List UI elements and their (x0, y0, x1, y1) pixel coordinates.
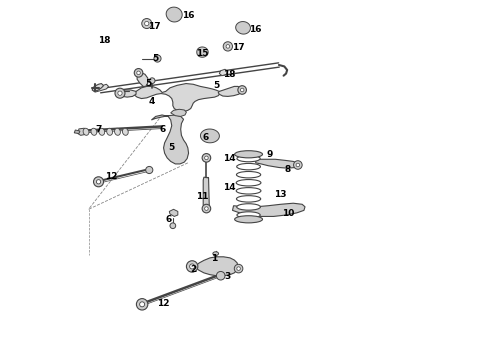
Text: 11: 11 (196, 192, 208, 201)
Polygon shape (200, 129, 220, 143)
Text: 7: 7 (96, 126, 102, 135)
Ellipse shape (237, 156, 260, 162)
Circle shape (170, 223, 176, 229)
Ellipse shape (237, 196, 261, 202)
Polygon shape (134, 84, 220, 111)
Text: 17: 17 (147, 22, 160, 31)
Circle shape (136, 298, 148, 310)
Text: 6: 6 (165, 215, 172, 224)
Text: 18: 18 (222, 70, 235, 79)
Circle shape (223, 42, 232, 51)
Polygon shape (151, 115, 189, 164)
Ellipse shape (236, 188, 261, 194)
Ellipse shape (235, 216, 263, 223)
Circle shape (226, 45, 230, 48)
Polygon shape (121, 90, 136, 97)
Circle shape (202, 204, 211, 213)
Ellipse shape (107, 128, 113, 135)
Text: 5: 5 (169, 143, 175, 152)
Circle shape (217, 271, 225, 280)
Ellipse shape (237, 163, 261, 170)
Polygon shape (197, 47, 208, 57)
Circle shape (115, 88, 125, 98)
Text: 12: 12 (105, 172, 117, 181)
Circle shape (140, 302, 145, 307)
Ellipse shape (235, 151, 263, 158)
Polygon shape (78, 128, 87, 135)
Circle shape (137, 71, 140, 75)
Text: 18: 18 (98, 36, 110, 45)
Ellipse shape (122, 128, 128, 135)
Text: 5: 5 (146, 79, 152, 88)
Ellipse shape (91, 128, 97, 135)
Ellipse shape (83, 128, 89, 135)
Polygon shape (236, 22, 250, 34)
Polygon shape (169, 209, 178, 216)
Circle shape (142, 18, 152, 28)
Circle shape (294, 161, 302, 169)
Circle shape (238, 86, 246, 94)
Ellipse shape (237, 204, 261, 210)
Polygon shape (92, 84, 103, 91)
Circle shape (118, 91, 122, 95)
Text: 3: 3 (224, 272, 230, 281)
Text: 16: 16 (249, 26, 262, 35)
Text: 16: 16 (182, 11, 194, 20)
Circle shape (190, 264, 195, 269)
Circle shape (234, 264, 243, 273)
Circle shape (186, 261, 198, 272)
Circle shape (241, 88, 244, 92)
Text: 5: 5 (152, 54, 159, 63)
Text: 8: 8 (285, 165, 291, 174)
Text: 6: 6 (160, 126, 166, 135)
Polygon shape (171, 109, 186, 116)
Circle shape (145, 21, 149, 26)
Circle shape (237, 267, 241, 270)
Circle shape (205, 207, 208, 210)
Circle shape (97, 180, 100, 184)
Polygon shape (220, 69, 228, 76)
Ellipse shape (237, 171, 261, 178)
Text: 13: 13 (274, 190, 287, 199)
Text: 1: 1 (212, 254, 218, 263)
Text: 9: 9 (267, 150, 273, 159)
Text: 2: 2 (190, 265, 196, 274)
Polygon shape (232, 203, 305, 216)
Text: 12: 12 (157, 299, 169, 308)
Text: 17: 17 (232, 43, 244, 52)
Polygon shape (74, 130, 80, 134)
Polygon shape (256, 159, 298, 168)
Circle shape (154, 55, 161, 62)
Ellipse shape (213, 252, 219, 255)
Text: 5: 5 (213, 81, 220, 90)
Text: 14: 14 (222, 154, 235, 163)
Polygon shape (195, 257, 238, 276)
Circle shape (296, 163, 300, 167)
Circle shape (149, 78, 155, 84)
Circle shape (94, 177, 103, 187)
Polygon shape (93, 84, 109, 92)
Circle shape (205, 156, 208, 159)
Circle shape (134, 68, 143, 77)
Polygon shape (203, 177, 209, 207)
Ellipse shape (236, 180, 261, 186)
Text: 14: 14 (222, 183, 235, 192)
Text: 6: 6 (202, 132, 209, 141)
Text: 4: 4 (149, 97, 155, 106)
Ellipse shape (115, 128, 121, 135)
Circle shape (146, 166, 153, 174)
Circle shape (202, 154, 211, 162)
Polygon shape (218, 86, 242, 96)
Polygon shape (137, 73, 148, 86)
Text: 15: 15 (196, 49, 208, 58)
Ellipse shape (99, 128, 105, 135)
Polygon shape (166, 7, 182, 22)
Ellipse shape (237, 212, 260, 218)
Text: 10: 10 (282, 210, 294, 219)
